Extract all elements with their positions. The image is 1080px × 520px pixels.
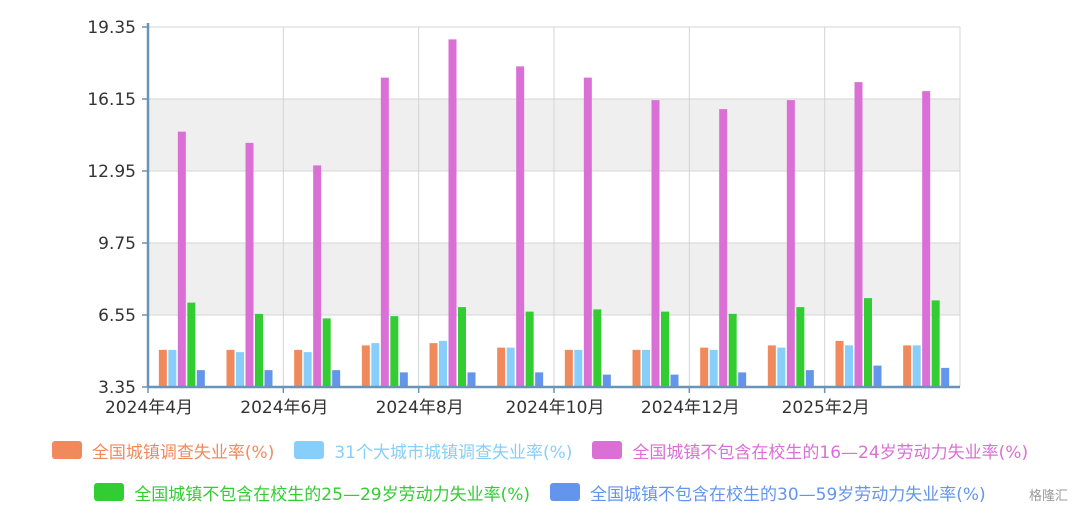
bar: [226, 349, 235, 387]
legend-label: 全国城镇不包含在校生的30—59岁劳动力失业率(%): [590, 484, 986, 505]
bar: [264, 370, 273, 387]
bar: [380, 77, 389, 387]
legend-swatch: [550, 483, 580, 501]
y-tick-label: 3.35: [98, 378, 136, 398]
bar: [632, 349, 641, 387]
bar: [535, 372, 544, 387]
bar: [332, 370, 341, 387]
bar: [196, 370, 205, 387]
bar: [236, 352, 244, 387]
bar: [245, 142, 254, 387]
bar: [642, 349, 650, 387]
bar: [593, 309, 602, 387]
bar: [719, 109, 728, 387]
bar: [777, 347, 786, 387]
legend-label: 全国城镇不包含在校生的25—29岁劳动力失业率(%): [134, 484, 530, 505]
x-tick-label: 2024年12月: [641, 398, 740, 418]
bar: [390, 316, 399, 387]
bar: [854, 82, 863, 387]
bar: [700, 347, 709, 387]
bar: [168, 349, 177, 387]
bar: [912, 345, 921, 387]
bar: [322, 318, 331, 387]
y-tick-label: 19.35: [87, 18, 136, 38]
bar: [651, 100, 660, 387]
legend-item-16-24[interactable]: 全国城镇不包含在校生的16—24岁劳动力失业率(%): [592, 438, 1028, 463]
bar: [786, 100, 795, 387]
legend-row-2: 全国城镇不包含在校生的25—29岁劳动力失业率(%) 全国城镇不包含在校生的30…: [0, 478, 1080, 506]
bar: [303, 352, 312, 387]
bar: [796, 307, 805, 387]
y-axis-ticks: 3.35 6.55 9.75 12.95 16.15 19.35: [87, 18, 148, 398]
bar: [602, 374, 611, 387]
bar: [709, 349, 718, 387]
bar: [187, 302, 196, 387]
legend-swatch: [592, 441, 623, 459]
bar: [661, 311, 669, 387]
bar: [931, 300, 940, 387]
watermark: 格隆汇: [1028, 489, 1068, 504]
bar: [399, 372, 408, 387]
bar: [835, 340, 844, 387]
y-tick-label: 9.75: [98, 234, 136, 254]
legend-swatch: [51, 441, 82, 459]
y-tick-label: 12.95: [87, 162, 136, 182]
x-tick-label: 2024年10月: [506, 398, 605, 418]
x-axis-ticks: 2024年4月 2024年6月 2024年8月 2024年10月 2024年12月 202…: [105, 387, 870, 418]
x-tick-label: 2024年6月: [240, 398, 328, 418]
bar: [805, 370, 814, 387]
bar: [564, 349, 573, 387]
bar: [429, 343, 438, 387]
legend-swatch: [294, 441, 325, 459]
bar: [845, 345, 853, 387]
y-tick-label: 16.15: [87, 90, 136, 110]
bar: [506, 347, 515, 387]
bar: [574, 349, 583, 387]
legend-item-31-cities[interactable]: 31个大城市城镇调查失业率(%): [294, 438, 572, 463]
bar: [728, 313, 737, 387]
bar: [255, 313, 263, 387]
bar: [439, 340, 447, 387]
bar: [767, 345, 776, 387]
legend-label: 全国城镇调查失业率(%): [91, 442, 275, 463]
bar: [313, 165, 322, 387]
x-tick-label: 2024年8月: [376, 398, 464, 418]
y-tick-label: 6.55: [98, 306, 136, 326]
bar: [903, 345, 912, 387]
bar: [525, 311, 534, 387]
bar: [458, 307, 466, 387]
legend-swatch: [94, 483, 125, 501]
bar: [294, 349, 303, 387]
bar: [467, 372, 476, 387]
legend-label: 全国城镇不包含在校生的16—24岁劳动力失业率(%): [632, 442, 1029, 463]
legend-item-25-29[interactable]: 全国城镇不包含在校生的25—29岁劳动力失业率(%): [94, 480, 530, 505]
bars: [158, 39, 950, 387]
legend-item-national[interactable]: 全国城镇调查失业率(%): [51, 438, 275, 463]
x-tick-label: 2025年2月: [782, 398, 870, 418]
bar: [158, 349, 167, 387]
bar: [873, 365, 882, 387]
bar: [738, 372, 747, 387]
bar: [941, 367, 950, 387]
bar: [922, 91, 931, 387]
legend-label: 31个大城市城镇调查失业率(%): [334, 442, 573, 463]
bar: [177, 131, 186, 387]
x-tick-label: 2024年4月: [105, 398, 193, 418]
bar: [448, 39, 457, 387]
bar: [516, 66, 525, 387]
bar: [497, 347, 506, 387]
bar: [670, 374, 679, 387]
bar: [583, 77, 592, 387]
bar: [361, 345, 370, 387]
legend-item-30-59[interactable]: 全国城镇不包含在校生的30—59岁劳动力失业率(%): [550, 480, 986, 505]
legend-row-1: 全国城镇调查失业率(%) 31个大城市城镇调查失业率(%) 全国城镇不包含在校生…: [0, 436, 1080, 464]
bar: [864, 298, 872, 387]
bar: [371, 343, 380, 387]
legend: 全国城镇调查失业率(%) 31个大城市城镇调查失业率(%) 全国城镇不包含在校生…: [0, 436, 1080, 520]
